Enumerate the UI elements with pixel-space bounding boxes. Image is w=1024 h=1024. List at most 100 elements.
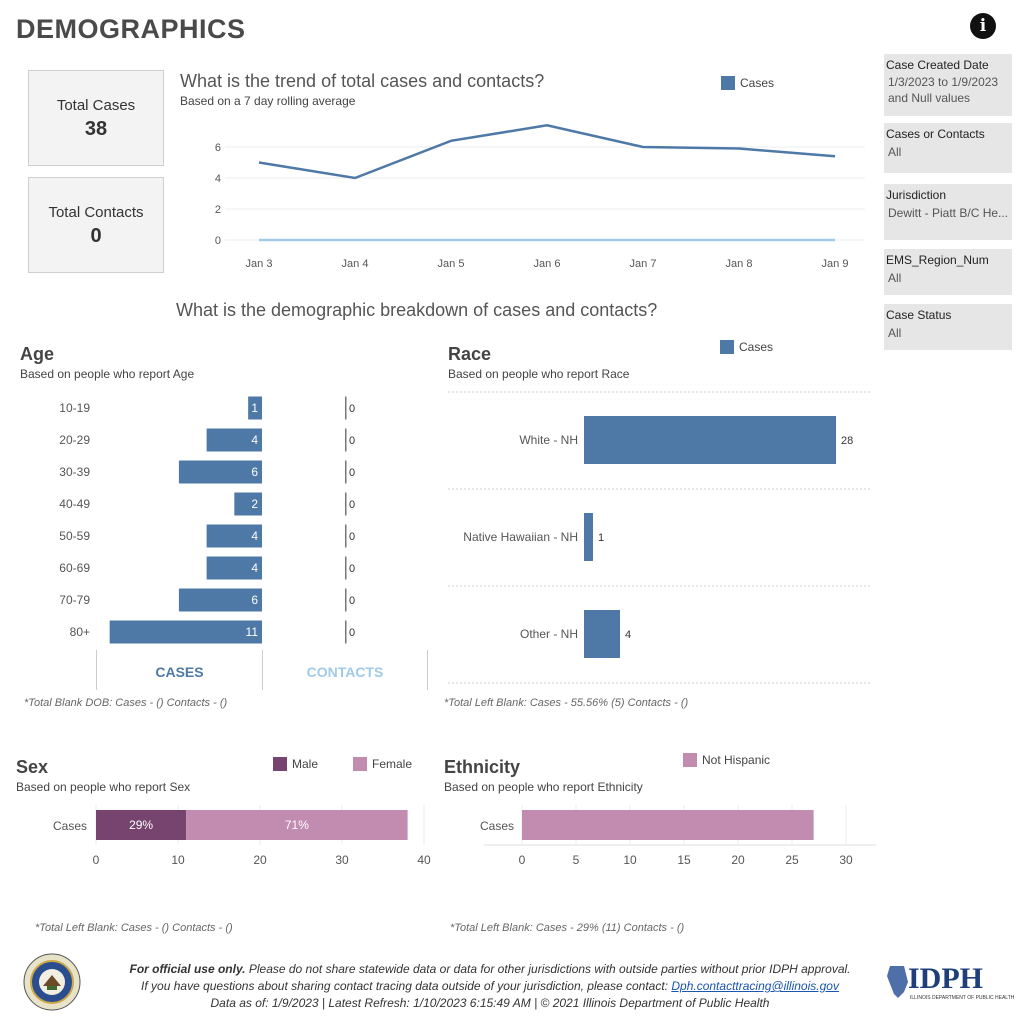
age-bar-label-contacts: 0 (349, 403, 355, 415)
footer-line2: If you have questions about sharing cont… (141, 979, 672, 993)
trend-legend: Cases (721, 76, 774, 90)
sex-legend-male: Male (273, 757, 318, 771)
tab-divider (427, 650, 428, 690)
race-category-label: White - NH (519, 433, 578, 447)
age-bar-contacts (345, 492, 347, 516)
contact-email-link[interactable]: Dph.contacttracing@illinois.gov (671, 979, 839, 993)
race-footnote: *Total Left Blank: Cases - 55.56% (5) Co… (444, 697, 689, 709)
age-bar-cases (234, 492, 262, 516)
ethnicity-bar (522, 810, 814, 840)
legend-label-not-hispanic: Not Hispanic (702, 753, 771, 767)
age-category-label: 60-69 (59, 561, 90, 575)
sex-category-label: Cases (53, 819, 87, 833)
x-tick-label: Jan 4 (342, 258, 369, 270)
tab-divider (96, 650, 97, 690)
y-tick-label: 6 (215, 142, 221, 154)
age-bar-cases (206, 428, 262, 452)
x-tick-label: 30 (335, 853, 349, 867)
sex-bar-female (186, 810, 408, 840)
age-bar-contacts (345, 620, 347, 644)
x-tick-label: 15 (677, 853, 691, 867)
x-tick-label: 20 (731, 853, 745, 867)
race-bar-label: 1 (598, 532, 604, 544)
age-bar-label-cases: 6 (251, 593, 258, 607)
footer-bold: For official use only. (129, 962, 246, 976)
age-bar-cases (248, 396, 262, 420)
filter-jurisdiction[interactable]: Jurisdiction Dewitt - Piatt B/C He... (884, 184, 1012, 240)
x-tick-label: 0 (93, 853, 100, 867)
age-bar-label-contacts: 0 (349, 499, 355, 511)
trend-chart: 0 2 4 6 Jan 3 Jan 4 Jan 5 Jan 6 Jan 7 Jan 8 Jan 9 (215, 124, 865, 270)
sex-subtitle: Based on people who report Sex (16, 780, 191, 794)
idph-logo: IDPH ILLINOIS DEPARTMENT OF PUBLIC HEALT… (884, 962, 1014, 1006)
sex-legend-female: Female (353, 757, 412, 771)
filter-value: Dewitt - Piatt B/C He... (888, 206, 1009, 220)
x-tick-label: 20 (253, 853, 267, 867)
kpi-label: Total Cases (56, 97, 136, 114)
race-subtitle: Based on people who report Race (448, 367, 630, 381)
filter-cases-or-contacts[interactable]: Cases or Contacts All (884, 123, 1012, 173)
x-tick-label: Jan 9 (822, 258, 849, 270)
age-category-label: 10-19 (59, 401, 90, 415)
age-bar-contacts (345, 588, 347, 612)
tab-cases[interactable]: CASES (155, 664, 204, 680)
filter-label: Case Created Date (886, 58, 989, 72)
legend-swatch-not-hispanic (683, 753, 697, 767)
filter-case-created-date[interactable]: Case Created Date 1/3/2023 to 1/9/2023 a… (884, 54, 1012, 116)
age-bar-label-contacts: 0 (349, 467, 355, 479)
x-tick-label: 40 (417, 853, 431, 867)
filter-label: Jurisdiction (886, 188, 947, 202)
sex-bar-label: 29% (129, 818, 153, 832)
age-bar-cases (178, 460, 262, 484)
race-legend: Cases (720, 340, 773, 354)
kpi-value: 0 (90, 225, 102, 247)
race-bar (584, 513, 593, 561)
ethnicity-footnote: *Total Left Blank: Cases - 29% (11) Cont… (450, 922, 685, 934)
age-bar-label-cases: 4 (251, 561, 258, 575)
footer-data-as-of: Data as of: 1/9/2023 | Latest Refresh: 1… (210, 996, 770, 1010)
age-category-label: 20-29 (59, 433, 90, 447)
age-bar-label-contacts: 0 (349, 435, 355, 447)
age-bar-contacts (345, 428, 347, 452)
age-bar-label-cases: 6 (251, 465, 258, 479)
x-tick-label: Jan 7 (630, 258, 657, 270)
legend-label-cases: Cases (739, 340, 774, 354)
filter-value: 1/3/2023 to 1/9/2023 and Null values (888, 75, 999, 105)
age-bar-contacts (345, 524, 347, 548)
legend-swatch-female (353, 757, 367, 771)
legend-swatch-cases (720, 340, 734, 354)
race-chart: White - NH 28 Native Hawaiian - NH 1 Other -… (448, 391, 872, 684)
age-bar-cases (206, 524, 262, 548)
series-line-cases (258, 124, 836, 180)
filter-case-status[interactable]: Case Status All (884, 304, 1012, 350)
race-bar (584, 416, 836, 464)
age-bar-label-cases: 4 (251, 529, 258, 543)
sex-bar-male (96, 810, 187, 840)
age-bar-cases (206, 556, 262, 580)
race-bar-label: 4 (625, 629, 631, 641)
kpi-total-contacts: Total Contacts 0 (28, 177, 164, 273)
info-icon[interactable]: i (970, 13, 996, 39)
x-tick-label: 0 (519, 853, 526, 867)
legend-label-cases: Cases (740, 76, 775, 90)
x-tick-label: Jan 6 (534, 258, 561, 270)
age-bar-contacts (345, 460, 347, 484)
x-tick-label: Jan 3 (246, 258, 273, 270)
age-bar-contacts (345, 556, 347, 580)
age-category-label: 70-79 (59, 593, 90, 607)
age-bar-label-contacts: 0 (349, 531, 355, 543)
race-category-label: Native Hawaiian - NH (463, 530, 578, 544)
ethnicity-title: Ethnicity (444, 757, 521, 777)
filter-ems-region-num[interactable]: EMS_Region_Num All (884, 249, 1012, 295)
legend-swatch-cases (721, 76, 735, 90)
ethnicity-legend: Not Hispanic (683, 753, 770, 767)
age-bar-cases (178, 588, 262, 612)
sex-chart: 0 10 20 30 40 Cases 29% 71% (53, 805, 431, 867)
demographics-heading: What is the demographic breakdown of cas… (176, 300, 658, 320)
race-title: Race (448, 344, 492, 364)
tab-contacts[interactable]: CONTACTS (306, 664, 384, 680)
ethnicity-subtitle: Based on people who report Ethnicity (444, 780, 643, 794)
age-category-label: 50-59 (59, 529, 90, 543)
age-chart: 10-19 1 0 20-29 4 0 30-39 6 0 40-49 2 0 50-59 4 0 60-69… (59, 396, 355, 644)
age-category-label: 30-39 (59, 465, 90, 479)
